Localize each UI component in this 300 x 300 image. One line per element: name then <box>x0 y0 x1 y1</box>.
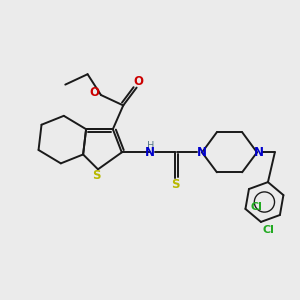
Text: S: S <box>92 169 101 182</box>
Text: O: O <box>133 74 143 88</box>
Text: N: N <box>197 146 207 159</box>
Text: O: O <box>89 85 99 98</box>
Text: N: N <box>145 146 155 159</box>
Text: N: N <box>254 146 263 159</box>
Text: Cl: Cl <box>251 202 263 212</box>
Text: H: H <box>147 141 154 151</box>
Text: S: S <box>171 178 179 191</box>
Text: Cl: Cl <box>262 225 274 235</box>
